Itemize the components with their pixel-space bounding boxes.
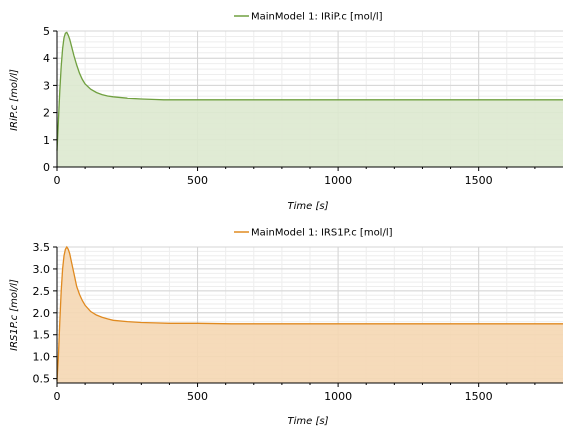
x-axis-title-irip: Time [s] <box>288 201 329 212</box>
y-axis-title-irs1p: IRS1P.c [mol/l] <box>9 279 20 351</box>
x-tick-label: 500 <box>187 174 208 187</box>
series-line-1 <box>56 245 563 381</box>
chart-panel-irip: MainModel 1: IRiP.c [mol/l] 0 500 1000 1500… <box>9 12 563 212</box>
y-axis-title-irip: IRiP.c [mol/l] <box>9 69 20 131</box>
legend-label-irs1p: MainModel 1: IRS1P.c [mol/l] <box>251 228 393 239</box>
chart-panel-irs1p: MainModel 1: IRS1P.c [mol/l] 0 500 1000 150… <box>9 228 563 427</box>
y-tick-label: 3 <box>43 79 50 92</box>
x-tick-label: 1000 <box>324 174 352 187</box>
x-tick-label: 1000 <box>324 390 352 403</box>
y-tick-label: 0.5 <box>33 373 51 386</box>
plot-area-irip: 0 500 1000 1500 0 1 2 3 4 5 <box>43 25 563 187</box>
y-tick-label: 4 <box>43 52 50 65</box>
series-area-1 <box>57 247 563 383</box>
x-axis-title-irs1p: Time [s] <box>288 416 329 427</box>
y-tick-label: 1.0 <box>33 351 51 364</box>
y-tick-label: 2.5 <box>33 285 51 298</box>
y-tick-label: 2 <box>43 107 50 120</box>
series-area-0 <box>57 32 563 168</box>
x-tick-label: 0 <box>54 390 61 403</box>
y-tick-label: 1.5 <box>33 329 51 342</box>
x-tick-label: 0 <box>54 174 61 187</box>
y-tick-label: 3.0 <box>33 263 51 276</box>
x-tick-label: 1500 <box>465 174 493 187</box>
plot-area-irs1p: 0 500 1000 1500 0.5 1.0 1.5 2.0 2.5 3.0 3.5 <box>33 241 563 403</box>
y-tick-label: 3.5 <box>33 241 51 254</box>
y-tick-label: 5 <box>43 25 50 38</box>
x-tick-label: 500 <box>187 390 208 403</box>
x-tick-label: 1500 <box>465 390 493 403</box>
y-tick-label: 1 <box>43 134 50 147</box>
legend-label-irip: MainModel 1: IRiP.c [mol/l] <box>251 12 383 23</box>
y-tick-label: 2.0 <box>33 307 51 320</box>
legend-irip: MainModel 1: IRiP.c [mol/l] <box>234 12 383 23</box>
series-line-0 <box>56 31 563 151</box>
y-tick-label: 0 <box>43 161 50 174</box>
legend-irs1p: MainModel 1: IRS1P.c [mol/l] <box>234 228 393 239</box>
